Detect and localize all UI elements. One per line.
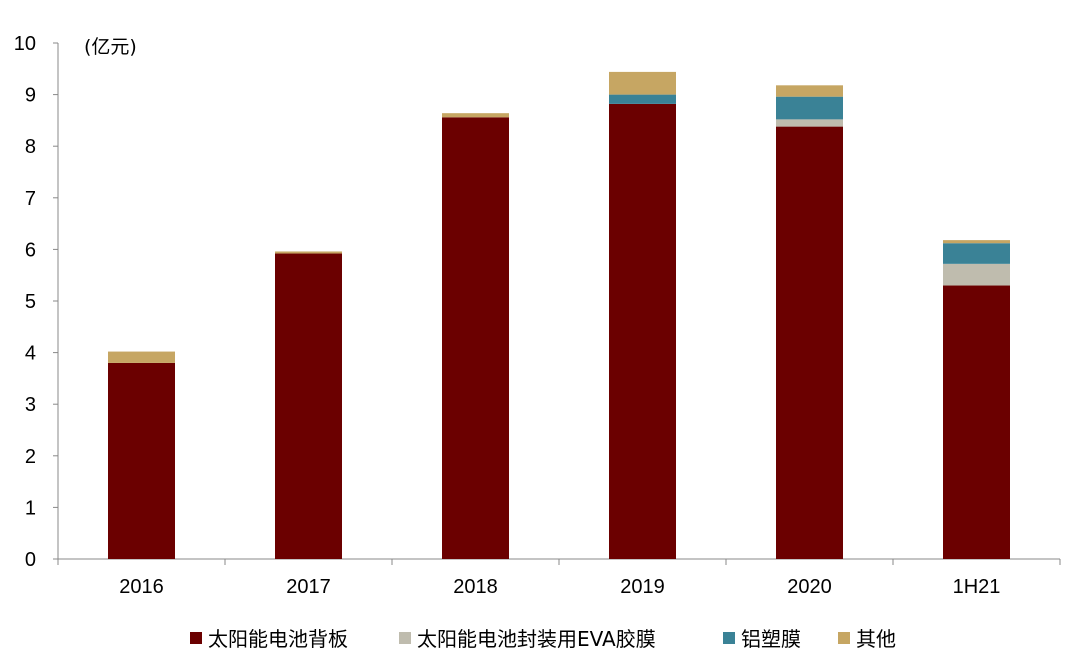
y-tick-label: 3 — [25, 394, 36, 416]
bar-segment-3-1h21 — [943, 243, 1010, 264]
legend-swatch-4 — [838, 632, 850, 644]
y-tick-label: 1 — [25, 497, 36, 519]
y-tick-label: 0 — [25, 549, 36, 571]
bars-group — [108, 71, 1010, 559]
y-tick-label: 2 — [25, 446, 36, 468]
y-tick-label: 9 — [25, 85, 36, 107]
y-tick-label: 4 — [25, 343, 36, 365]
y-tick-label: 10 — [14, 33, 36, 55]
x-tick-label: 2018 — [453, 576, 498, 598]
bar-segment-3-2020 — [776, 96, 843, 120]
y-tick-label: 7 — [25, 188, 36, 210]
bar-segment-4-2018 — [442, 113, 509, 118]
y-unit-label: (亿元) — [84, 36, 137, 58]
bar-segment-1-2020 — [776, 126, 843, 559]
bar-segment-2-1h21 — [943, 263, 1010, 286]
bar-segment-4-2016 — [108, 351, 175, 363]
bar-segment-4-2017 — [275, 251, 342, 254]
legend-swatch-3 — [723, 632, 735, 644]
x-tick-label: 2016 — [119, 576, 164, 598]
legend-swatch-2 — [399, 632, 411, 644]
legend-label-2: 太阳能电池封装用EVA胶膜 — [417, 627, 656, 651]
x-tick-label: 1H21 — [953, 576, 1001, 598]
plot-area: 0 1 2 3 4 5 6 7 8 9 10 2016 2017 2018 2019 2020 1H21 (亿… — [14, 33, 1061, 598]
bar-segment-4-2019 — [609, 71, 676, 95]
bar-segment-1-2017 — [275, 253, 342, 559]
bar-segment-4-1h21 — [943, 240, 1010, 244]
bar-segment-1-1h21 — [943, 285, 1010, 559]
bar-segment-3-2019 — [609, 94, 676, 104]
y-axis: 0 1 2 3 4 5 6 7 8 9 10 — [14, 33, 59, 571]
bar-segment-1-2018 — [442, 117, 509, 559]
legend-swatch-1 — [190, 632, 202, 644]
legend: 太阳能电池背板 太阳能电池封装用EVA胶膜 铝塑膜 其他 — [190, 627, 896, 651]
bar-segment-1-2016 — [108, 362, 175, 559]
x-tick-label: 2017 — [286, 576, 331, 598]
y-tick-label: 6 — [25, 239, 36, 261]
bar-segment-4-2020 — [776, 85, 843, 97]
y-tick-label: 5 — [25, 291, 36, 313]
legend-label-3: 铝塑膜 — [741, 627, 801, 651]
x-tick-label: 2019 — [620, 576, 665, 598]
legend-label-1: 太阳能电池背板 — [208, 627, 348, 651]
x-axis: 2016 2017 2018 2019 2020 1H21 — [57, 558, 1061, 598]
bar-segment-1-2019 — [609, 103, 676, 559]
bar-segment-2-2020 — [776, 119, 843, 127]
x-tick-label: 2020 — [787, 576, 832, 598]
y-tick-label: 8 — [25, 136, 36, 158]
legend-label-4: 其他 — [856, 627, 896, 651]
